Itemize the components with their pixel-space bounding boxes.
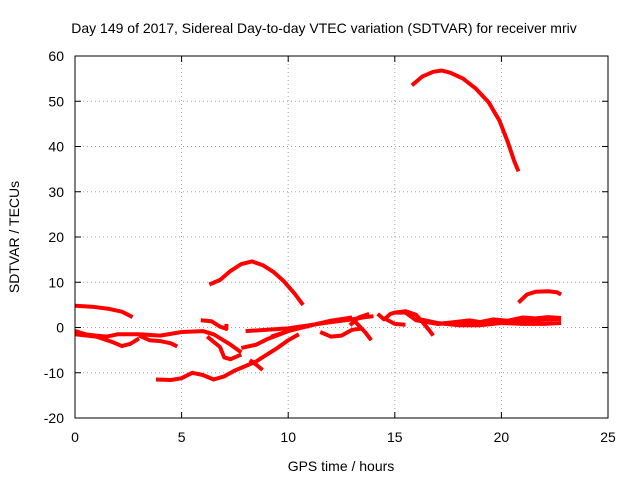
x-tick-label: 20 bbox=[494, 429, 510, 445]
y-axis-label: SDTVAR / TECUs bbox=[6, 181, 22, 293]
series-arc-13 bbox=[319, 326, 364, 339]
x-axis-label: GPS time / hours bbox=[288, 458, 395, 474]
y-tick-label: -10 bbox=[44, 365, 64, 381]
series-arc-15 bbox=[348, 312, 370, 327]
series-arc-5 bbox=[155, 332, 300, 382]
y-tick-label: 10 bbox=[48, 274, 64, 290]
chart-title: Day 149 of 2017, Sidereal Day-to-day VTE… bbox=[71, 20, 576, 36]
y-tick-label: -20 bbox=[44, 410, 64, 426]
series-arc-14 bbox=[346, 315, 373, 342]
series-arc-20 bbox=[437, 315, 562, 326]
y-tick-label: 0 bbox=[56, 320, 64, 336]
y-tick-label: 40 bbox=[48, 139, 64, 155]
series-arc-1 bbox=[74, 303, 134, 319]
y-tick-label: 20 bbox=[48, 229, 64, 245]
x-tick-label: 25 bbox=[600, 429, 616, 445]
y-tick-label: 30 bbox=[48, 184, 64, 200]
y-tick-label: 50 bbox=[48, 93, 64, 109]
series-arc-7 bbox=[205, 335, 243, 362]
x-tick-label: 5 bbox=[178, 429, 186, 445]
series-arc-4 bbox=[138, 333, 179, 349]
series-arc-21 bbox=[410, 68, 521, 173]
plot-frame bbox=[74, 55, 609, 419]
x-tick-label: 10 bbox=[280, 429, 296, 445]
series-arc-22 bbox=[517, 289, 563, 305]
series-arc-10 bbox=[208, 259, 305, 307]
series-arc-8 bbox=[248, 358, 264, 372]
x-tick-label: 0 bbox=[71, 429, 79, 445]
series-arc-3 bbox=[74, 329, 243, 355]
series-arc-6 bbox=[200, 318, 229, 331]
series-arc-12 bbox=[270, 315, 353, 339]
y-tick-label: 60 bbox=[48, 48, 64, 64]
grid bbox=[75, 56, 608, 418]
series-arc-17 bbox=[385, 317, 406, 327]
data-series bbox=[74, 68, 563, 382]
axis-ticks: 0 5 10 15 20 25 -20 -10 0 10 20 30 40 50 60 bbox=[44, 48, 616, 445]
x-tick-label: 15 bbox=[387, 429, 403, 445]
